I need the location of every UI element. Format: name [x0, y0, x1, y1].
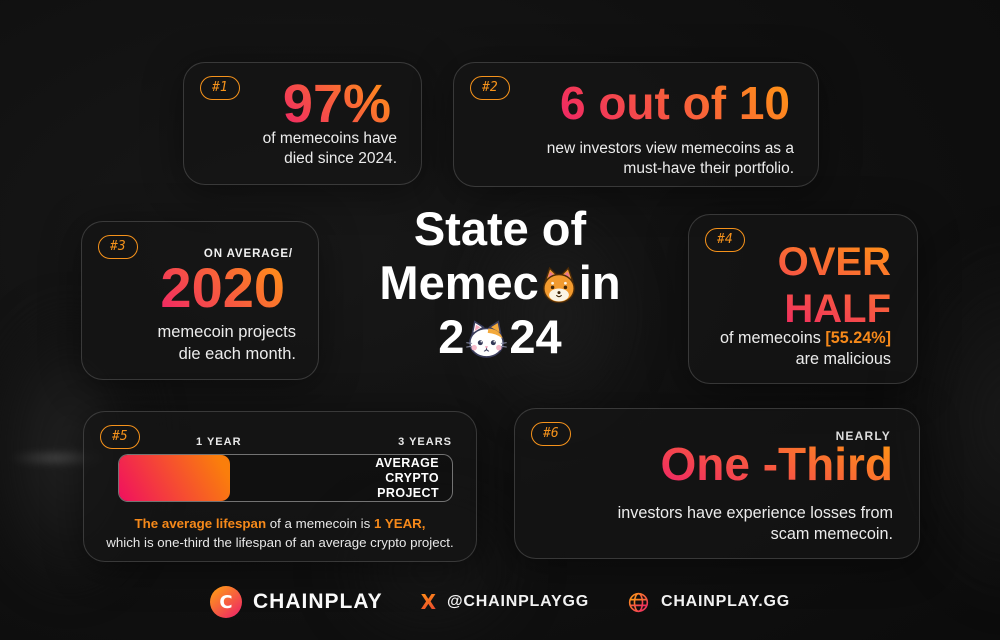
- card5-caption-line2: which is one-third the lifespan of an av…: [106, 534, 454, 550]
- shiba-dog-face-icon: [542, 266, 575, 304]
- chart-label-3-years: 3 YEARS: [398, 436, 452, 448]
- title-line2-suffix: in: [578, 256, 621, 309]
- card5-number-badge: #5: [100, 425, 140, 449]
- website-group: CHAINPLAY.GG: [627, 591, 790, 614]
- title-line2: Memec in: [300, 256, 700, 310]
- footer: C CHAINPLAY X @CHAINPLAYGG CHAINPLAY.GG: [0, 586, 1000, 618]
- card6-number-badge: #6: [531, 422, 571, 446]
- card4-description-line1: of memecoins [55.24%]: [720, 328, 891, 349]
- stat-card-1: #1 97% of memecoins have died since 2024…: [183, 62, 422, 185]
- card4-stat-value: OVER HALF: [778, 239, 891, 333]
- card6-description-line1: investors have experience losses from: [617, 504, 893, 522]
- card3-description-line2: die each month.: [178, 344, 296, 363]
- chart-label-1-year: 1 YEAR: [196, 436, 242, 448]
- card3-description-line1: memecoin projects: [157, 323, 296, 341]
- card1-number-badge: #1: [200, 76, 240, 100]
- card1-stat-value: 97%: [282, 74, 391, 134]
- bar-label-line3: PROJECT: [377, 485, 439, 500]
- title-line3: 2 24: [300, 310, 700, 364]
- card3-kicker: ON AVERAGE/: [203, 248, 293, 260]
- card4-body-prefix: of memecoins: [720, 329, 826, 347]
- title-line3-prefix: 2: [438, 310, 465, 363]
- page-title: State of Memec in 2: [300, 202, 700, 364]
- card3-description: memecoin projects die each month.: [158, 322, 296, 366]
- x-social-group: X @CHAINPLAYGG: [421, 590, 589, 614]
- chainplay-logo-letter: C: [219, 591, 233, 613]
- card2-description: new investors view memecoins as a must-h…: [547, 139, 794, 180]
- card6-kicker: NEARLY: [835, 429, 891, 443]
- card4-number-badge: #4: [705, 228, 745, 252]
- card6-description-line2: scam memecoin.: [770, 525, 893, 544]
- brand-group: C CHAINPLAY: [210, 586, 383, 618]
- card3-stat-value: 2020: [160, 256, 285, 319]
- memecoin-lifespan-bar-fill: [119, 455, 231, 501]
- card4-stat-line1: OVER: [777, 240, 891, 284]
- card1-description-line1: of memecoins have: [262, 130, 397, 147]
- card4-percentage-highlight: [55.24%]: [825, 329, 891, 347]
- card6-description: investors have experience losses from sc…: [618, 503, 893, 546]
- card2-stat-value: 6 out of 10: [559, 77, 790, 129]
- lifespan-bar-track: AVERAGE CRYPTO PROJECT: [118, 454, 453, 502]
- card4-description: of memecoins [55.24%] are malicious: [720, 328, 891, 371]
- card2-number-badge: #2: [470, 76, 510, 100]
- caption-highlight-1-year: 1 YEAR,: [373, 516, 426, 531]
- title-line3-suffix: 24: [509, 310, 562, 363]
- caption-highlight-lifespan: The average lifespan: [134, 516, 267, 531]
- card1-description-line2: died since 2024.: [284, 150, 397, 168]
- stat-card-6: #6 NEARLY One -Third investors have expe…: [514, 408, 920, 559]
- card5-caption-line1: The average lifespan of a memecoin is 1 …: [84, 515, 476, 534]
- website-url: CHAINPLAY.GG: [660, 593, 790, 610]
- x-social-icon: X: [420, 590, 436, 614]
- crypto-project-bar-label: AVERAGE CRYPTO PROJECT: [375, 456, 439, 500]
- caption-middle: of a memecoin is: [266, 516, 374, 531]
- title-line2-prefix: Memec: [379, 256, 539, 309]
- stat-card-5-lifespan-chart: #5 1 YEAR 3 YEARS AVERAGE CRYPTO PROJECT…: [83, 411, 477, 562]
- card2-description-line1: new investors view memecoins as a: [546, 140, 794, 157]
- stat-card-3: #3 ON AVERAGE/ 2020 memecoin projects di…: [81, 221, 319, 380]
- card3-number-badge: #3: [98, 235, 138, 259]
- stat-card-2: #2 6 out of 10 new investors view memeco…: [453, 62, 819, 187]
- title-line1: State of: [413, 202, 587, 255]
- chainplay-logo-icon: C: [210, 586, 242, 618]
- stat-card-4: #4 OVER HALF of memecoins [55.24%] are m…: [688, 214, 918, 384]
- x-handle: @CHAINPLAYGG: [447, 593, 589, 610]
- card6-stat-value: One -Third: [660, 438, 893, 490]
- globe-icon: [628, 592, 649, 612]
- card4-stat-line2: HALF: [784, 286, 891, 331]
- bar-label-line2: CRYPTO: [385, 470, 439, 485]
- card5-caption: The average lifespan of a memecoin is 1 …: [84, 515, 476, 553]
- card4-description-line2: are malicious: [795, 350, 891, 369]
- card1-description: of memecoins have died since 2024.: [263, 129, 397, 170]
- bar-label-line1: AVERAGE: [375, 455, 439, 470]
- cat-face-icon: [466, 320, 508, 358]
- card2-description-line2: must-have their portfolio.: [623, 160, 794, 178]
- brand-name: CHAINPLAY: [253, 590, 383, 613]
